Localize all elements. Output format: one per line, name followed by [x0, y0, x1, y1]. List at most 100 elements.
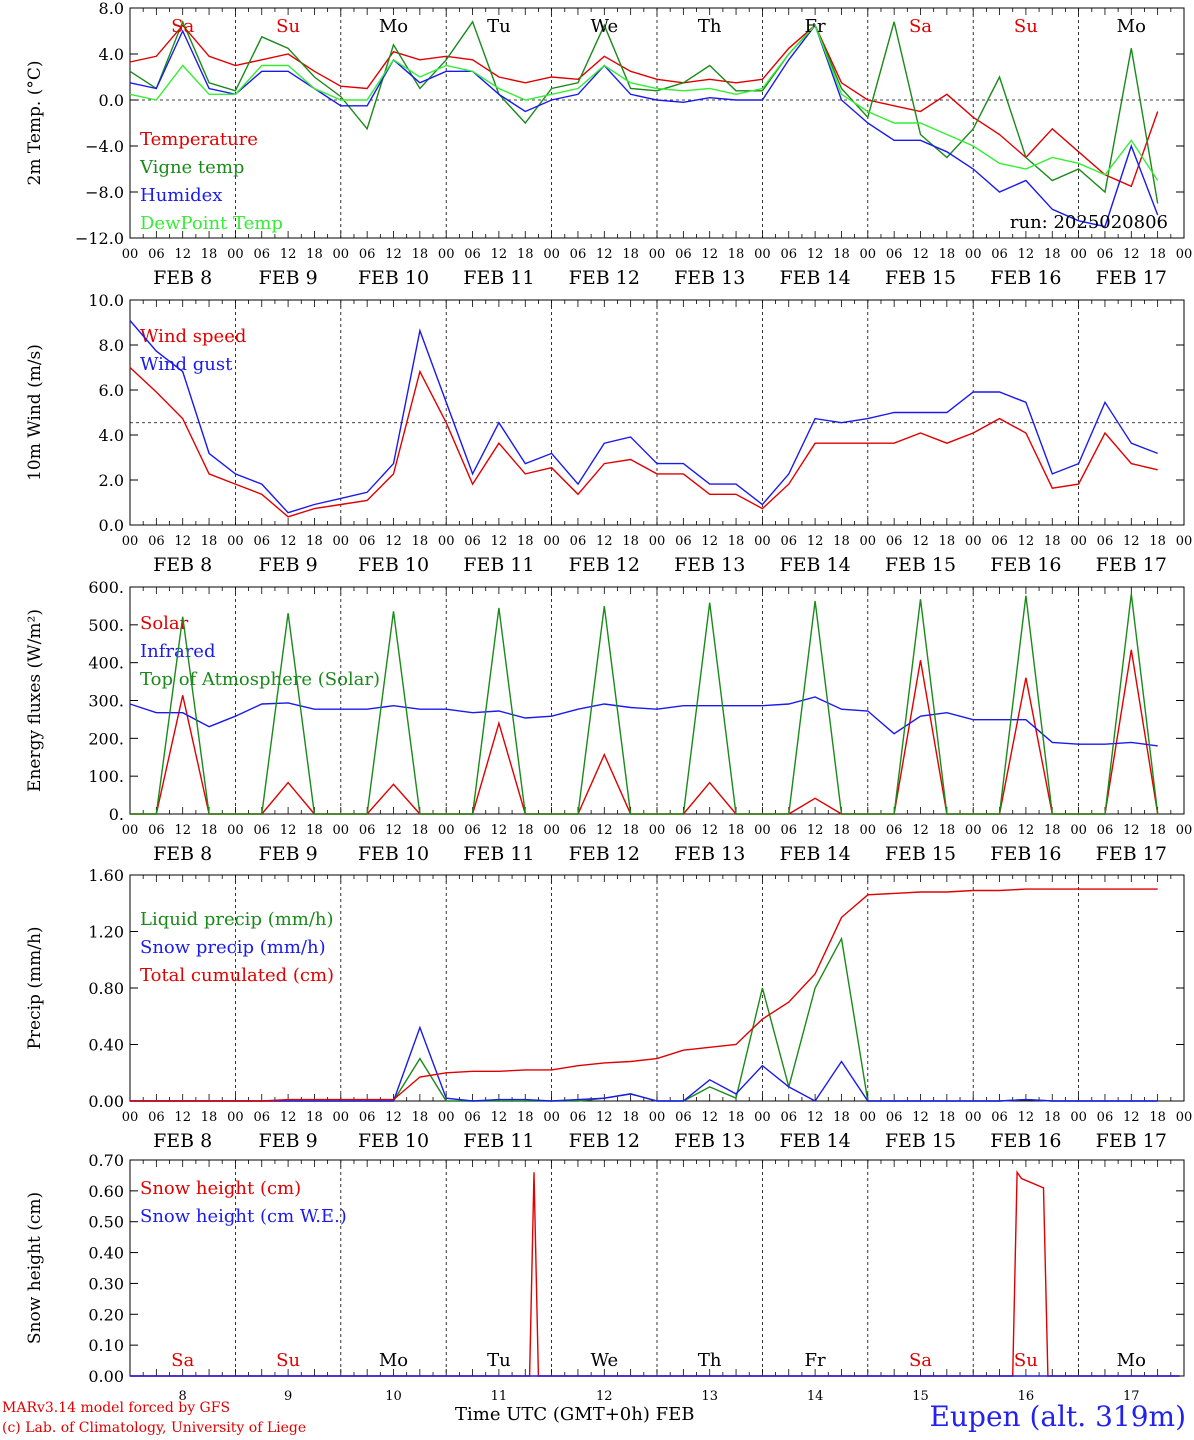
weekday-label: Mo: [1117, 16, 1146, 37]
series-line-lightgreen: [129, 23, 1159, 181]
series-line-blue: [129, 23, 1159, 228]
hour-label: 06: [359, 823, 376, 838]
hour-label: 06: [675, 823, 692, 838]
hour-label: 12: [1018, 247, 1035, 262]
weekday-label: Sa: [171, 1350, 194, 1371]
hour-label: 18: [833, 534, 850, 549]
weekday-label: Sa: [909, 1350, 932, 1371]
hour-label: 12: [174, 534, 191, 549]
legend-entry: Solar: [140, 613, 189, 634]
hour-label: 18: [517, 1110, 534, 1125]
hour-label: 06: [1097, 1110, 1114, 1125]
weekday-label: Th: [698, 1350, 722, 1371]
hour-label: 12: [280, 823, 297, 838]
hour-label: 06: [570, 1110, 587, 1125]
hour-label: 06: [675, 1110, 692, 1125]
hour-label: 06: [570, 823, 587, 838]
run-annotation: run: 2025020806: [1010, 212, 1168, 233]
y-tick-label: −8.0: [85, 183, 124, 202]
y-tick-label: 0.30: [88, 1274, 124, 1293]
hour-label: 00: [1070, 247, 1087, 262]
hour-label: 18: [306, 247, 323, 262]
date-label: FEB 14: [779, 1130, 850, 1152]
hour-label: 06: [570, 534, 587, 549]
legend-entry: Vigne temp: [139, 157, 244, 178]
hour-label: 06: [780, 534, 797, 549]
series-line-green: [130, 593, 1159, 815]
hour-label: 18: [201, 534, 218, 549]
weekday-label: We: [590, 16, 618, 37]
weekday-label: Tu: [487, 1350, 511, 1371]
day-number-label: 8: [179, 1389, 187, 1404]
series-line-green: [129, 19, 1159, 204]
hour-label: 00: [333, 823, 350, 838]
weekday-label: Tu: [487, 16, 511, 37]
legend-entry: Humidex: [140, 185, 222, 206]
hour-label: 18: [1044, 1110, 1061, 1125]
hour-label: 18: [201, 1110, 218, 1125]
hour-label: 06: [1097, 823, 1114, 838]
hour-label: 06: [780, 247, 797, 262]
hour-label: 00: [860, 534, 877, 549]
date-label: FEB 13: [674, 843, 745, 865]
y-tick-label: 0.50: [88, 1213, 124, 1232]
hour-label: 06: [675, 534, 692, 549]
hour-label: 06: [359, 247, 376, 262]
legend-entry: Total cumulated (cm): [140, 965, 334, 986]
day-number-label: 10: [385, 1389, 402, 1404]
hour-label: 00: [543, 823, 560, 838]
y-tick-label: 4.0: [99, 426, 124, 445]
date-label: FEB 9: [259, 554, 318, 576]
hour-label: 12: [1018, 534, 1035, 549]
hour-label: 18: [728, 823, 745, 838]
panel-3: 600. 500. 400. 300. 200. 100. 0. Energy fluxes …: [25, 578, 1192, 865]
hour-label: 18: [517, 823, 534, 838]
hour-label: 18: [622, 823, 639, 838]
date-label: FEB 15: [885, 267, 956, 289]
hour-label: 00: [122, 1110, 139, 1125]
legend-entry: Snow precip (mm/h): [140, 937, 326, 958]
hour-label: 06: [780, 1110, 797, 1125]
date-label: FEB 10: [358, 1130, 429, 1152]
legend-entry: Top of Atmosphere (Solar): [140, 669, 380, 690]
series-line-green: [130, 936, 1158, 1102]
day-number-label: 13: [701, 1389, 718, 1404]
weekday-label: Fr: [805, 16, 826, 37]
hour-label: 12: [912, 247, 929, 262]
y-tick-label: 0.80: [88, 979, 124, 998]
legend-entry: Wind gust: [140, 354, 233, 375]
time-axis-label: Time UTC (GMT+0h) FEB: [455, 1404, 695, 1425]
y-tick-label: 0.70: [88, 1151, 124, 1170]
day-number-label: 16: [1018, 1389, 1035, 1404]
hour-label: 18: [728, 247, 745, 262]
hour-label: 06: [464, 1110, 481, 1125]
date-label: FEB 12: [569, 267, 640, 289]
hour-label: 00: [649, 534, 666, 549]
hour-label: 18: [833, 823, 850, 838]
hour-label: 00: [438, 247, 455, 262]
hour-label: 12: [385, 823, 402, 838]
hour-label: 12: [1018, 823, 1035, 838]
hour-label: 00: [543, 1110, 560, 1125]
hour-label: 06: [464, 823, 481, 838]
hour-label: 12: [280, 1110, 297, 1125]
hour-label: 00: [860, 823, 877, 838]
weekday-label: Su: [1014, 1350, 1038, 1371]
series-line-red: [130, 888, 1158, 1102]
hour-label: 12: [912, 1110, 929, 1125]
y-tick-label: 1.20: [88, 923, 124, 942]
date-label: FEB 11: [463, 554, 534, 576]
hour-label: 06: [886, 247, 903, 262]
date-label: FEB 17: [1096, 267, 1167, 289]
weekday-label: Sa: [909, 16, 932, 37]
y-tick-label: 0.00: [88, 1092, 124, 1111]
y-axis-label: Snow height (cm): [25, 1192, 45, 1344]
hour-label: 00: [1176, 1110, 1193, 1125]
hour-label: 18: [939, 1110, 956, 1125]
hour-label: 18: [412, 534, 429, 549]
date-label: FEB 14: [779, 843, 850, 865]
weekday-label: Mo: [379, 1350, 408, 1371]
hour-label: 12: [701, 1110, 718, 1125]
date-label: FEB 17: [1096, 843, 1167, 865]
hour-label: 00: [1070, 1110, 1087, 1125]
